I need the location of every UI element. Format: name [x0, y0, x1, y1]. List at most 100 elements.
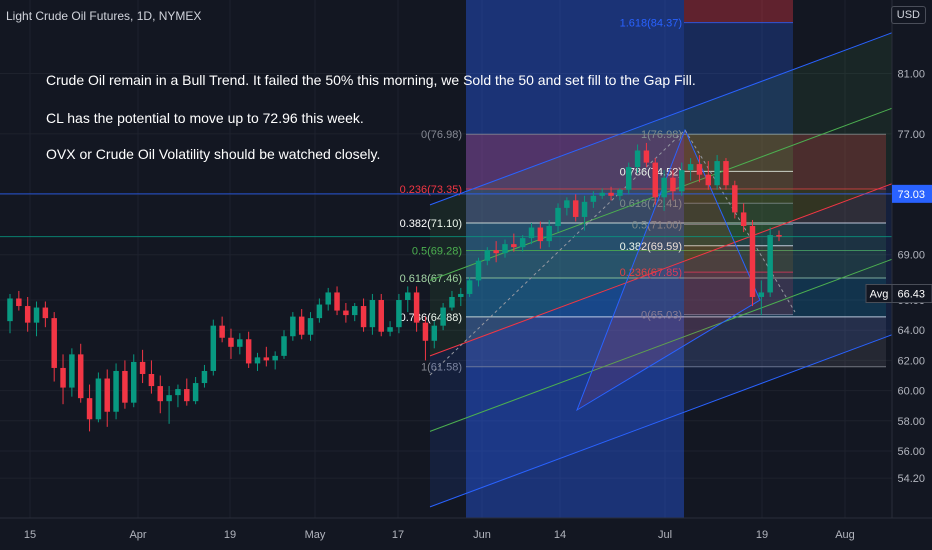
candle-body: [546, 226, 552, 242]
candle-body: [519, 238, 526, 248]
candle-body: [537, 227, 544, 242]
fib-right-zone: [684, 203, 793, 225]
candle-body: [86, 398, 93, 420]
candle-body: [184, 389, 190, 402]
currency-button[interactable]: USD: [890, 6, 926, 24]
candle-body: [69, 354, 75, 388]
candle-body: [458, 293, 464, 297]
candle-body: [528, 227, 535, 239]
channel-line: [429, 334, 893, 508]
candle-body: [51, 318, 57, 368]
candle-body: [572, 200, 579, 217]
fib-extension-zone: [684, 0, 793, 23]
candle-body: [378, 300, 384, 332]
candle-body: [466, 280, 473, 294]
fib-right-label: 1.618(84.37): [620, 18, 682, 30]
fib-right-zone: [684, 224, 793, 246]
fib-right-label: 0.786(74.52): [620, 166, 682, 178]
candle-body: [440, 307, 446, 326]
candle-body: [590, 195, 597, 202]
candle-body: [643, 150, 650, 163]
price-badge-prefix: [865, 284, 893, 304]
candle-body: [316, 304, 323, 319]
candle-body: [334, 292, 340, 311]
candle-body: [298, 316, 305, 335]
candle-body: [475, 260, 482, 281]
candle-body: [776, 235, 782, 237]
y-tick-label: 64.00: [897, 325, 925, 337]
candle-body: [95, 378, 102, 420]
fib-left-zone: [466, 316, 886, 367]
annotation-note-2: CL has the potential to move up to 72.96…: [46, 110, 364, 126]
time-axis: [0, 518, 932, 550]
price-axis: [892, 0, 932, 550]
x-tick-label: 15: [24, 529, 36, 541]
candle-body: [617, 189, 623, 196]
candle-body: [192, 383, 199, 402]
candle-body: [219, 325, 225, 338]
candle-body: [360, 306, 367, 328]
candle-body: [33, 307, 40, 323]
candle-body: [290, 316, 296, 337]
x-tick-label: Jul: [658, 529, 672, 541]
candle-body: [599, 192, 605, 196]
x-tick-label: 19: [224, 529, 236, 541]
fib-left-label: 0(76.98): [421, 129, 462, 141]
fib-left-label: 0.236(73.35): [400, 184, 462, 196]
candle-body: [511, 244, 517, 248]
candle-body: [625, 167, 632, 190]
y-tick-label: 77.00: [897, 129, 925, 141]
candle-body: [634, 150, 641, 168]
candle-body: [325, 292, 331, 305]
candle-body: [104, 378, 110, 412]
candle-body: [405, 292, 411, 300]
fib-right-label: 0(65.03): [641, 310, 682, 322]
candle-body: [343, 310, 349, 316]
candle-body: [422, 322, 429, 341]
candle-body: [758, 292, 765, 297]
candle-body: [564, 200, 570, 208]
annotation-note-1: Crude Oil remain in a Bull Trend. It fai…: [46, 72, 696, 88]
candle-body: [42, 307, 49, 319]
candle-body: [131, 361, 137, 403]
candle-body: [263, 357, 270, 361]
candle-body: [652, 162, 658, 198]
price-badge-prefix-label: Avg: [870, 289, 889, 301]
x-tick-label: Aug: [835, 529, 855, 541]
candle-body: [687, 164, 694, 171]
fib-right-label: 0.382(69.59): [620, 241, 682, 253]
candle-body: [723, 161, 729, 186]
y-tick-label: 60.00: [897, 386, 925, 398]
candle-body: [281, 336, 287, 356]
candle-body: [113, 370, 119, 412]
candle-body: [387, 327, 393, 332]
candle-body: [24, 306, 31, 323]
fib-extension-zone: [684, 22, 793, 135]
candle-body: [201, 370, 208, 384]
fib-right-label: 0.618(72.41): [620, 198, 682, 210]
y-tick-label: 69.00: [897, 250, 925, 262]
price-badge-label: 73.03: [897, 189, 925, 201]
candle-body: [254, 357, 261, 364]
x-tick-label: 17: [392, 529, 404, 541]
candle-body: [175, 389, 181, 396]
triangle-drawing: [576, 128, 761, 412]
candle-body: [166, 395, 172, 402]
candle-body: [369, 300, 376, 328]
candle-body: [670, 177, 676, 192]
candle-body: [679, 170, 685, 192]
candle-body: [228, 337, 234, 347]
candle-body: [749, 226, 756, 297]
y-tick-label: 81.00: [897, 69, 925, 81]
fib-right-label: 0.5(71.00): [632, 220, 682, 232]
fib-left-label: 0.618(67.46): [400, 273, 462, 285]
price-badge-label: 66.43: [897, 289, 925, 301]
candle-body: [732, 185, 738, 213]
candle-body: [122, 370, 128, 403]
candle-body: [740, 212, 747, 227]
candle-body: [272, 355, 278, 361]
candle-body: [555, 207, 561, 227]
x-tick-label: Jun: [473, 529, 491, 541]
annotation-note-3: OVX or Crude Oil Volatility should be wa…: [46, 146, 381, 162]
